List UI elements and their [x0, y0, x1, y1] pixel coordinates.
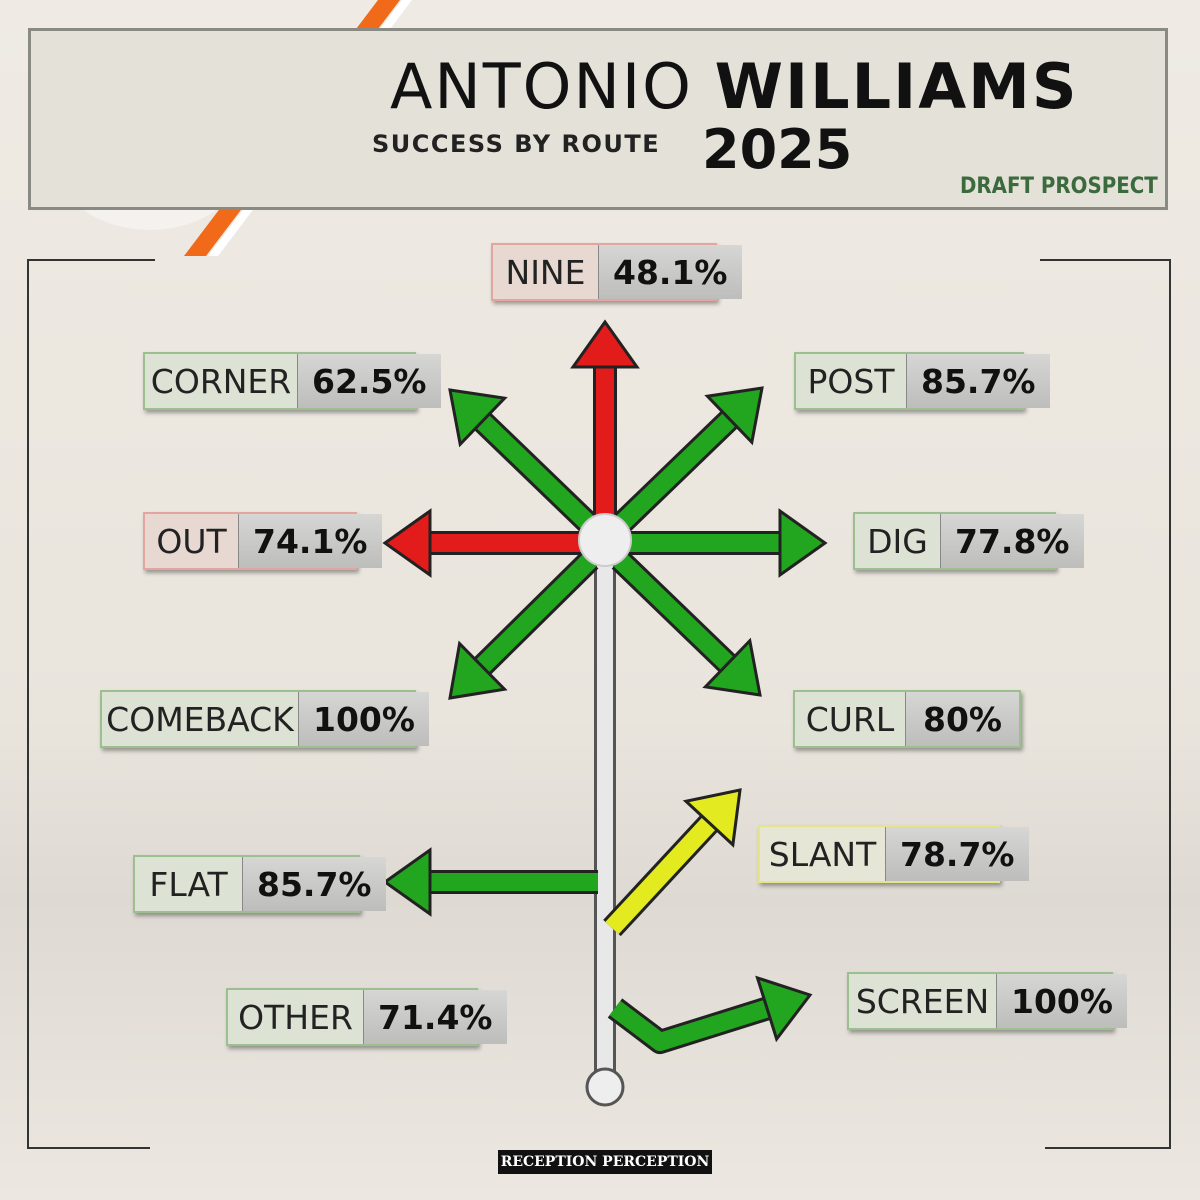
route-name: FLAT	[135, 857, 242, 911]
route-box: SCREEN 100%	[847, 972, 1127, 1030]
arrow-head	[448, 640, 508, 700]
route-name: CORNER	[145, 354, 297, 408]
route-box: CURL 80%	[793, 690, 1021, 748]
route-box: DIG 77.8%	[853, 512, 1084, 570]
route-name: CURL	[795, 692, 905, 746]
route-box: FLAT 85.7%	[133, 855, 386, 913]
route-success: 85.7%	[242, 857, 386, 911]
arrow-head	[704, 386, 764, 446]
route-name: NINE	[493, 245, 598, 299]
center-dot	[578, 513, 632, 567]
arrow-head	[755, 975, 813, 1043]
start-dot	[585, 1067, 625, 1107]
year: 2025	[702, 118, 853, 181]
arrow-head	[448, 388, 508, 448]
route-success: 78.7%	[885, 827, 1029, 881]
route-success: 100%	[996, 974, 1127, 1028]
route-box: OUT 74.1%	[143, 512, 382, 570]
route-name: POST	[796, 354, 906, 408]
route-name: SCREEN	[849, 974, 996, 1028]
route-box: CORNER 62.5%	[143, 352, 441, 410]
frame-bracket	[1040, 259, 1171, 1149]
route-success: 71.4%	[363, 990, 507, 1044]
arrow-shaft	[613, 553, 734, 671]
tag: DRAFT PROSPECT	[960, 174, 1158, 199]
route-success: 74.1%	[238, 514, 382, 568]
arrow-head	[570, 319, 640, 369]
route-name: SLANT	[760, 827, 885, 881]
arrow-shaft	[605, 816, 716, 935]
arrow-head	[382, 508, 432, 578]
route-name: DIG	[855, 514, 940, 568]
route-box: COMEBACK 100%	[100, 690, 429, 748]
route-name: OUT	[145, 514, 238, 568]
frame-bracket	[27, 259, 155, 1149]
route-box: SLANT 78.7%	[758, 825, 1029, 883]
footer-logo: RECEPTION PERCEPTION	[498, 1150, 712, 1174]
route-success: 80%	[905, 692, 1019, 746]
route-success: 77.8%	[940, 514, 1084, 568]
last-name: WILLIAMS	[714, 50, 1079, 123]
route-success: 100%	[298, 692, 429, 746]
arrow-shaft	[475, 553, 597, 673]
header	[28, 28, 1168, 210]
arrow-head	[682, 788, 742, 848]
route-box: NINE 48.1%	[491, 243, 742, 301]
arrow-shaft	[476, 414, 597, 532]
route-name: COMEBACK	[102, 692, 298, 746]
arrow-shaft	[609, 999, 770, 1051]
route-name: OTHER	[228, 990, 363, 1044]
route-success: 62.5%	[297, 354, 441, 408]
arrow-head	[702, 637, 762, 697]
first-name: ANTONIO	[390, 50, 693, 123]
route-box: OTHER 71.4%	[226, 988, 507, 1046]
route-box: POST 85.7%	[794, 352, 1050, 410]
arrow-head	[382, 847, 432, 917]
arrow-shaft	[613, 412, 736, 532]
subtitle: SUCCESS BY ROUTE	[372, 130, 661, 158]
route-success: 48.1%	[598, 245, 742, 299]
route-success: 85.7%	[906, 354, 1050, 408]
arrow-head	[778, 508, 828, 578]
player-name: ANTONIO WILLIAMS	[390, 50, 1079, 123]
